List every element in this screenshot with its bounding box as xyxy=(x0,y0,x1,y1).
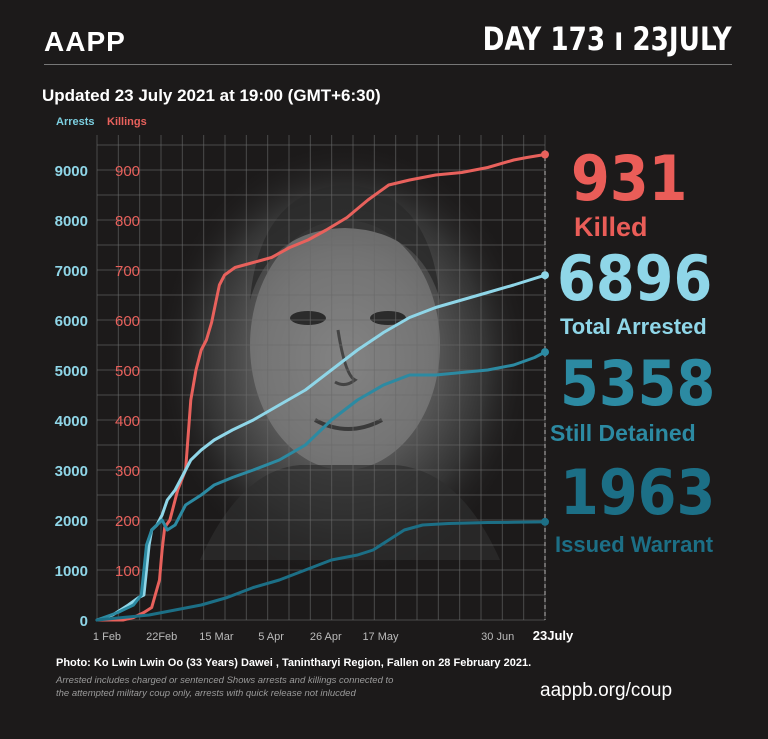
y-right-tick-label: 900 xyxy=(115,163,140,180)
x-tick-label: 15 Mar xyxy=(199,631,234,643)
y-left-tick-label: 2000 xyxy=(55,513,88,530)
methodology-footnote: Arrested includes charged or sentenced S… xyxy=(56,675,394,699)
y-right-tick-label: 500 xyxy=(115,363,140,380)
y-right-tick-label: 200 xyxy=(115,513,140,530)
y-left-tick-label: 5000 xyxy=(55,363,88,380)
y-left-tick-label: 6000 xyxy=(55,313,88,330)
x-axis-labels: 1 Feb 22Feb 15 Mar 5 Apr 26 Apr 17 May 30 Jun 2… xyxy=(93,628,574,643)
series-line xyxy=(95,520,547,622)
x-tick-label: 5 Apr xyxy=(258,631,284,643)
y-right-tick-label: 700 xyxy=(115,263,140,280)
website-link[interactable]: aappb.org/coup xyxy=(540,680,673,701)
x-tick-label: 23July xyxy=(533,628,574,643)
aapp-logo: AAPP xyxy=(44,26,126,57)
y-right-tick-label: 400 xyxy=(115,413,140,430)
y-right-tick-label: 100 xyxy=(115,563,140,580)
killed-count: 931 xyxy=(571,142,688,215)
day-date-title: DAY 173 ı 23JULY xyxy=(483,20,732,58)
legend-killings: Killings xyxy=(107,116,147,128)
y-left-tick-label: 3000 xyxy=(55,463,88,480)
series-end-point xyxy=(541,517,549,526)
y-left-tick-label: 8000 xyxy=(55,213,88,230)
y-axis-labels: 0 1000 2000 3000 4000 5000 6000 7000 8000 9000 100… xyxy=(55,163,140,630)
chart-series xyxy=(95,150,549,622)
arrested-label: Total Arrested xyxy=(560,314,707,339)
x-tick-label: 22Feb xyxy=(146,631,177,643)
y-left-tick-label: 9000 xyxy=(55,163,88,180)
series-line xyxy=(95,273,547,622)
y-left-tick-label: 7000 xyxy=(55,263,88,280)
x-tick-label: 1 Feb xyxy=(93,631,121,643)
legend-arrests: Arrests xyxy=(56,116,95,128)
series-line xyxy=(95,153,547,622)
y-right-tick-label: 600 xyxy=(115,313,140,330)
detained-label: Still Detained xyxy=(550,420,696,446)
killed-label: Killed xyxy=(574,212,648,242)
series-end-point xyxy=(541,348,549,357)
warrant-label: Issued Warrant xyxy=(555,532,714,557)
x-tick-label: 30 Jun xyxy=(481,631,514,643)
y-left-tick-label: 1000 xyxy=(55,563,88,580)
y-left-tick-label: 4000 xyxy=(55,413,88,430)
detained-count: 5358 xyxy=(560,347,716,420)
photo-credit: Photo: Ko Lwin Lwin Oo (33 Years) Dawei … xyxy=(56,657,532,669)
y-right-tick-label: 300 xyxy=(115,463,140,480)
x-tick-label: 17 May xyxy=(362,631,399,643)
chart-grid xyxy=(96,135,546,621)
arrested-count: 6896 xyxy=(557,242,713,315)
warrant-count: 1963 xyxy=(560,456,716,529)
series-end-point xyxy=(541,150,549,159)
updated-timestamp: Updated 23 July 2021 at 19:00 (GMT+6:30) xyxy=(42,86,381,105)
series-end-point xyxy=(541,271,549,280)
series-line xyxy=(95,350,547,622)
x-tick-label: 26 Apr xyxy=(310,631,342,643)
header-divider xyxy=(44,64,732,65)
y-right-tick-label: 800 xyxy=(115,213,140,230)
y-left-tick-label: 0 xyxy=(80,613,88,630)
